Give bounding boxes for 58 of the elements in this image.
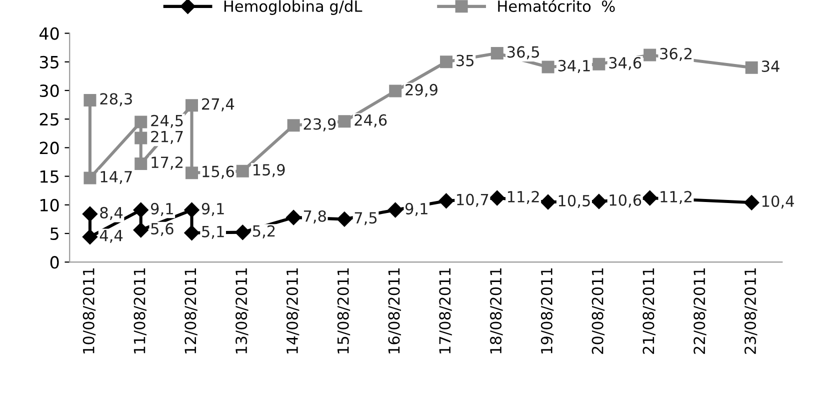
data-label: 34,1 <box>558 60 590 74</box>
data-label: 9,1 <box>202 202 224 216</box>
data-label: 7,5 <box>354 212 377 226</box>
data-label: 35 <box>456 54 474 66</box>
data-label: 11,2 <box>660 190 692 204</box>
data-label: 34 <box>762 60 780 72</box>
y-tick-label: 15 <box>40 170 58 183</box>
data-label: 10,4 <box>762 195 794 209</box>
data-label: 4,4 <box>100 230 123 243</box>
data-label: 29,9 <box>406 84 438 98</box>
data-label: 10,6 <box>610 194 642 208</box>
x-tick-label: 15/08/2011 <box>337 268 350 354</box>
data-label: 36,5 <box>507 46 539 60</box>
x-tick-label: 21/08/2011 <box>642 268 656 354</box>
data-label: 34,6 <box>609 57 642 70</box>
x-tick-label: 20/08/2011 <box>592 268 605 354</box>
data-label: 9,1 <box>150 202 173 216</box>
x-tick-label: 23/08/2011 <box>744 268 758 354</box>
x-tick-label: 12/08/2011 <box>184 268 198 354</box>
data-label: 24,6 <box>354 114 387 128</box>
y-tick-label: 0 <box>50 256 59 269</box>
y-tick-label: 25 <box>40 113 58 126</box>
x-tick-label: 22/08/2011 <box>694 268 706 354</box>
data-label: 5,2 <box>253 225 275 238</box>
data-label: 5,6 <box>151 222 174 236</box>
data-label: 36,2 <box>660 48 692 62</box>
legend-label: Hematócrito % <box>498 0 615 12</box>
data-label: 10,7 <box>457 194 488 207</box>
data-label: 11,2 <box>508 190 539 204</box>
data-label: 28,3 <box>100 93 132 106</box>
data-label: 8,4 <box>100 206 123 220</box>
data-label: 27,4 <box>202 98 234 112</box>
x-tick-label: 10/08/2011 <box>82 268 96 354</box>
x-tick-label: 18/08/2011 <box>490 268 503 354</box>
x-tick-label: 13/08/2011 <box>236 268 248 354</box>
data-label: 7,8 <box>304 210 326 224</box>
data-label: 15,6 <box>202 166 234 179</box>
data-label: 9,1 <box>405 202 428 216</box>
x-tick-label: 16/08/2011 <box>388 268 401 354</box>
y-tick-label: 40 <box>40 27 59 40</box>
y-tick-label: 10 <box>40 198 59 212</box>
data-label: 10,5 <box>558 194 590 208</box>
data-label: 23,9 <box>304 118 336 132</box>
x-tick-label: 14/08/2011 <box>286 268 300 354</box>
x-tick-label: 17/08/2011 <box>439 268 452 354</box>
data-label: 15,9 <box>253 164 285 178</box>
data-label: 17,2 <box>152 156 183 170</box>
x-tick-label: 11/08/2011 <box>134 268 146 354</box>
data-label: 21,7 <box>151 130 183 144</box>
data-label: 5,1 <box>202 226 224 239</box>
data-label: 14,7 <box>100 171 132 184</box>
x-tick-label: 19/08/2011 <box>540 268 554 354</box>
y-tick-label: 30 <box>40 84 59 98</box>
legend-label: Hemoglobina g/dL <box>224 0 362 15</box>
data-label: 24,5 <box>151 114 183 128</box>
y-tick-label: 20 <box>40 142 59 154</box>
y-tick-label: 5 <box>50 228 58 240</box>
y-tick-label: 35 <box>40 56 58 68</box>
